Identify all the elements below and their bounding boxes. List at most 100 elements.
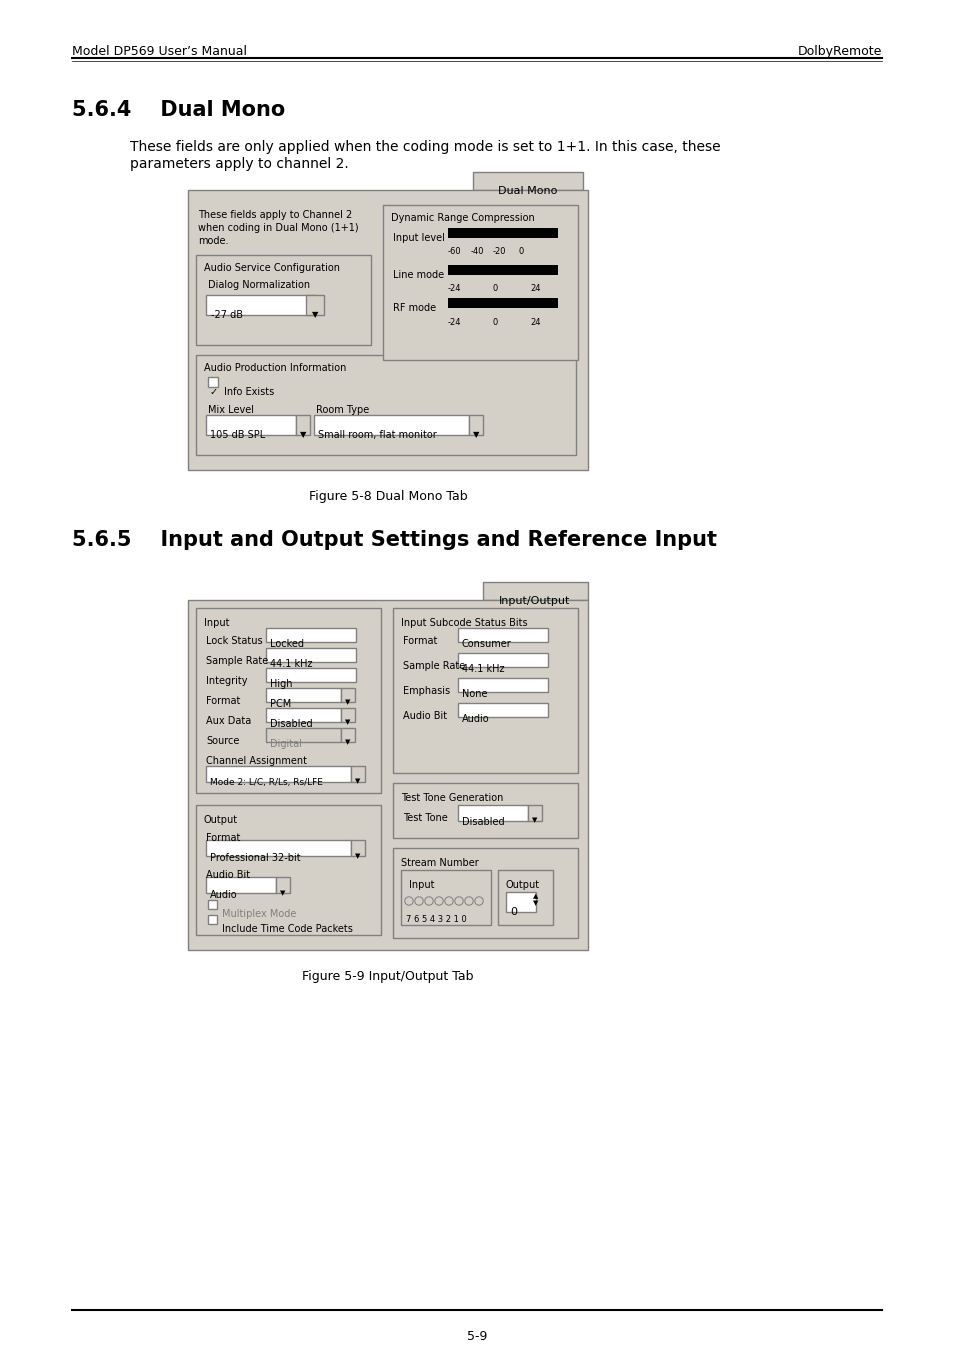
Circle shape — [405, 897, 413, 905]
Circle shape — [435, 897, 442, 905]
Text: Test Tone: Test Tone — [402, 813, 447, 823]
Text: None: None — [461, 689, 487, 698]
Bar — [457, 653, 547, 667]
Text: Disabled: Disabled — [461, 817, 504, 827]
Text: Format: Format — [206, 696, 240, 707]
Circle shape — [476, 898, 481, 904]
Circle shape — [436, 898, 441, 904]
Text: These fields are only applied when the coding mode is set to 1+1. In this case, : These fields are only applied when the c… — [130, 141, 720, 154]
Bar — [306, 295, 324, 315]
Text: mode.: mode. — [198, 236, 229, 246]
Text: Include Time Code Packets: Include Time Code Packets — [222, 924, 353, 934]
Text: Input/Output: Input/Output — [498, 596, 570, 607]
Bar — [393, 784, 578, 838]
Bar — [457, 805, 527, 821]
Text: Sample Rate: Sample Rate — [402, 661, 465, 671]
Text: Audio Service Configuration: Audio Service Configuration — [204, 263, 339, 273]
Circle shape — [464, 897, 473, 905]
Text: ▲
▼: ▲ ▼ — [533, 893, 538, 907]
Text: Dual Mono: Dual Mono — [497, 186, 558, 196]
Bar — [351, 840, 365, 857]
Circle shape — [415, 897, 422, 905]
Bar — [497, 870, 553, 925]
Text: Test Tone Generation: Test Tone Generation — [400, 793, 503, 802]
Text: 5-9: 5-9 — [466, 1329, 487, 1343]
Circle shape — [455, 897, 462, 905]
Text: -24: -24 — [448, 317, 461, 327]
Text: Dialog Normalization: Dialog Normalization — [208, 280, 310, 290]
Text: Audio Bit: Audio Bit — [402, 711, 447, 721]
Bar — [206, 840, 351, 857]
Text: Info Exists: Info Exists — [224, 386, 274, 397]
Bar — [188, 190, 587, 470]
Bar — [266, 628, 355, 642]
Text: Audio: Audio — [461, 713, 489, 724]
Circle shape — [406, 898, 412, 904]
Bar — [457, 628, 547, 642]
Circle shape — [465, 898, 472, 904]
Bar — [393, 848, 578, 938]
Bar — [527, 805, 541, 821]
Bar — [482, 582, 587, 600]
Text: Aux Data: Aux Data — [206, 716, 251, 725]
Text: ▼: ▼ — [299, 430, 306, 439]
Bar — [195, 255, 371, 345]
Bar — [469, 415, 482, 435]
Text: -24: -24 — [448, 284, 461, 293]
Text: Dynamic Range Compression: Dynamic Range Compression — [391, 213, 535, 223]
Bar — [206, 877, 275, 893]
Text: Multiplex Mode: Multiplex Mode — [222, 909, 296, 919]
Bar — [400, 870, 491, 925]
Text: Small room, flat monitor: Small room, flat monitor — [317, 430, 436, 440]
Text: Format: Format — [206, 834, 240, 843]
Text: 105 dB SPL: 105 dB SPL — [210, 430, 265, 440]
Bar — [448, 265, 558, 276]
Text: Format: Format — [402, 636, 436, 646]
Text: 24: 24 — [530, 317, 540, 327]
Text: Room Type: Room Type — [315, 405, 369, 415]
Text: Output: Output — [505, 880, 539, 890]
Bar — [457, 678, 547, 692]
Circle shape — [446, 898, 452, 904]
Text: when coding in Dual Mono (1+1): when coding in Dual Mono (1+1) — [198, 223, 358, 232]
Bar — [188, 600, 587, 950]
Bar — [314, 415, 469, 435]
Text: Model DP569 User’s Manual: Model DP569 User’s Manual — [71, 45, 247, 58]
Bar — [266, 648, 355, 662]
Text: Figure 5-9 Input/Output Tab: Figure 5-9 Input/Output Tab — [302, 970, 474, 984]
Bar — [266, 667, 355, 682]
Text: 0: 0 — [518, 247, 524, 255]
Text: 5.6.4    Dual Mono: 5.6.4 Dual Mono — [71, 100, 285, 120]
Text: Sample Rate: Sample Rate — [206, 657, 268, 666]
Text: -60: -60 — [448, 247, 461, 255]
Text: 0: 0 — [510, 907, 517, 917]
Text: Input: Input — [409, 880, 434, 890]
Text: Line mode: Line mode — [393, 270, 444, 280]
Bar — [206, 766, 351, 782]
Text: High: High — [270, 680, 293, 689]
Text: Lock Status: Lock Status — [206, 636, 262, 646]
Bar — [275, 877, 290, 893]
Text: Stream Number: Stream Number — [400, 858, 478, 867]
Text: ▼: ▼ — [345, 739, 351, 744]
Bar — [206, 295, 315, 315]
Circle shape — [426, 898, 432, 904]
Bar — [340, 728, 355, 742]
Circle shape — [416, 898, 421, 904]
Text: Integrity: Integrity — [206, 676, 247, 686]
Text: Audio Production Information: Audio Production Information — [204, 363, 346, 373]
Text: ▼: ▼ — [280, 890, 285, 896]
Text: ▼: ▼ — [355, 852, 360, 859]
Bar — [266, 728, 340, 742]
Text: -20: -20 — [493, 247, 506, 255]
Bar — [457, 703, 547, 717]
Text: Digital: Digital — [270, 739, 301, 748]
Text: Output: Output — [204, 815, 238, 825]
Text: ▼: ▼ — [312, 309, 318, 319]
Text: Audio Bit: Audio Bit — [206, 870, 250, 880]
Bar — [266, 708, 340, 721]
Text: Input level: Input level — [393, 232, 444, 243]
Bar — [195, 355, 576, 455]
Text: ▼: ▼ — [355, 778, 360, 784]
Bar — [505, 892, 536, 912]
